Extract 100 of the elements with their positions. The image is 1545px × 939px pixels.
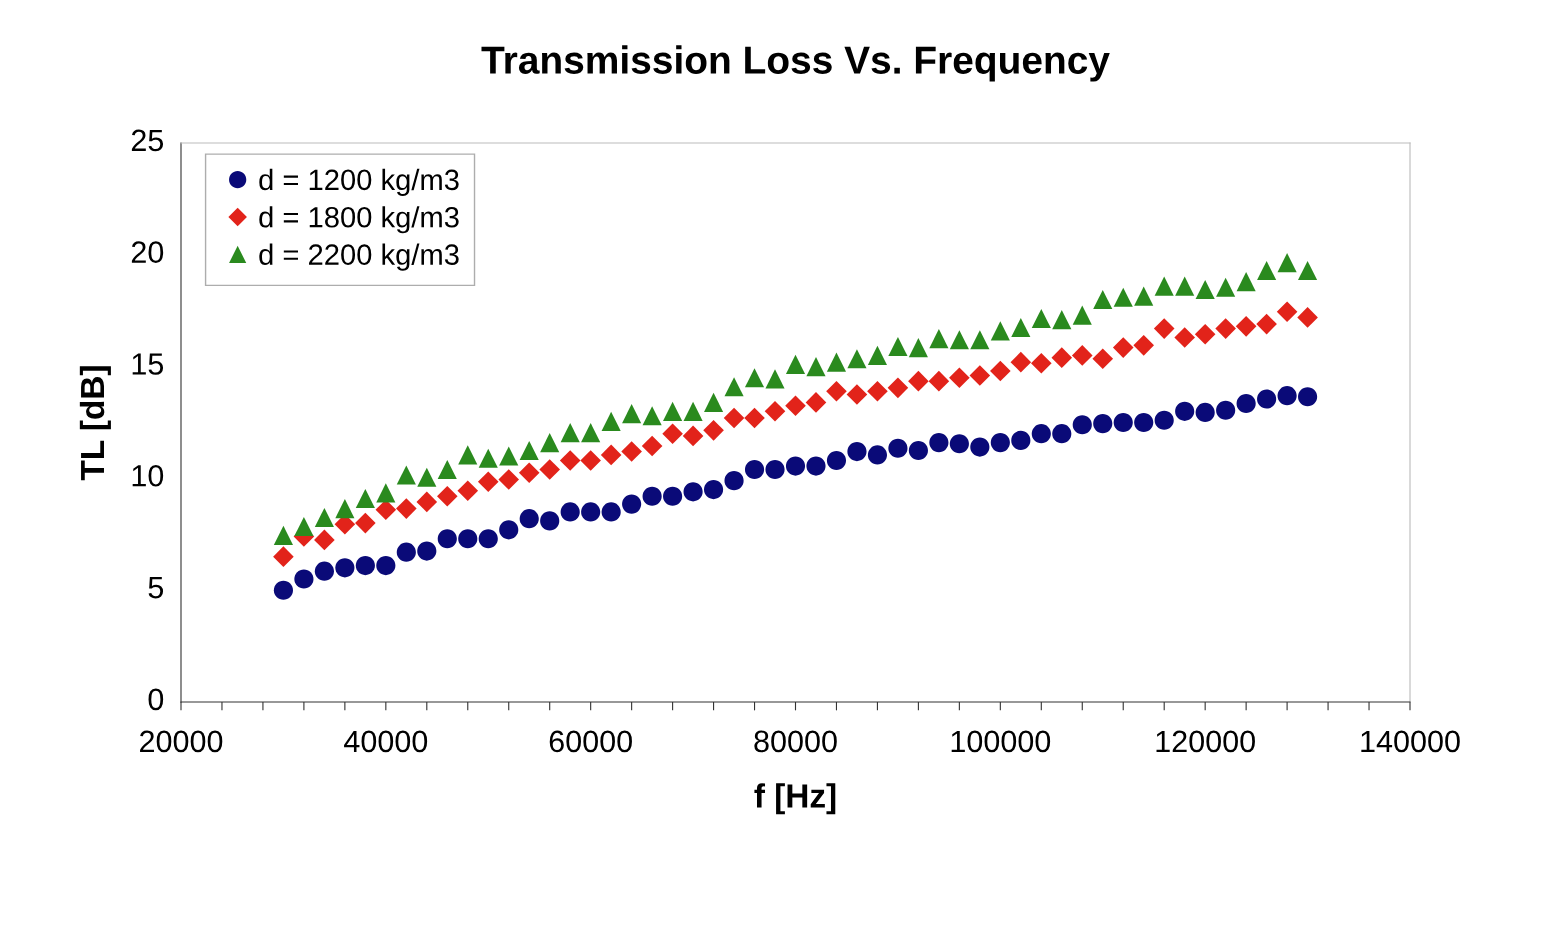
point xyxy=(1031,308,1051,329)
point xyxy=(1153,318,1175,339)
point xyxy=(540,433,560,453)
point xyxy=(703,480,724,500)
point xyxy=(294,516,314,537)
point xyxy=(1195,279,1215,300)
legend-label: d = 1800 kg/m3 xyxy=(259,206,459,234)
point xyxy=(1133,335,1155,356)
point xyxy=(744,459,765,480)
point xyxy=(785,456,806,476)
point xyxy=(622,403,642,424)
point xyxy=(887,377,909,399)
point xyxy=(1235,316,1257,337)
y-tick-label: 5 xyxy=(148,577,164,599)
point xyxy=(805,392,827,413)
point xyxy=(724,377,744,397)
point xyxy=(314,529,335,551)
point xyxy=(1093,414,1113,434)
point xyxy=(867,445,888,465)
point xyxy=(1113,412,1133,433)
point xyxy=(581,422,601,443)
point xyxy=(437,529,457,549)
point xyxy=(1154,276,1174,296)
point xyxy=(1298,260,1318,281)
point xyxy=(1236,393,1256,414)
point xyxy=(477,471,499,493)
point xyxy=(314,561,334,581)
point xyxy=(846,384,868,405)
point xyxy=(1174,327,1195,348)
point xyxy=(642,486,662,506)
x-tick-label: 120000 xyxy=(1156,730,1255,753)
point xyxy=(1072,305,1092,325)
point xyxy=(847,442,867,462)
x-tick-label: 80000 xyxy=(754,730,837,753)
point xyxy=(601,502,621,522)
point xyxy=(1011,430,1031,450)
point xyxy=(662,423,683,444)
point xyxy=(478,529,498,549)
point xyxy=(519,440,539,461)
point xyxy=(478,448,498,468)
point xyxy=(724,471,744,491)
point xyxy=(1277,386,1297,406)
point xyxy=(641,435,663,457)
point xyxy=(396,542,416,562)
point xyxy=(1276,301,1298,323)
point xyxy=(1297,307,1318,328)
point xyxy=(928,370,950,392)
y-axis-title: TL [dB] xyxy=(79,366,111,481)
y-tick-label: 10 xyxy=(132,464,164,487)
point xyxy=(457,480,479,501)
point xyxy=(990,321,1010,341)
legend-label: d = 1200 kg/m3 xyxy=(259,168,459,196)
point xyxy=(559,450,581,471)
point xyxy=(1257,389,1277,409)
point xyxy=(806,357,826,377)
point xyxy=(785,354,806,374)
point xyxy=(970,330,990,350)
point xyxy=(376,483,396,503)
point xyxy=(601,411,621,431)
point xyxy=(682,425,704,447)
point xyxy=(949,434,969,454)
point xyxy=(642,406,662,426)
point xyxy=(1112,337,1134,358)
point xyxy=(355,556,375,576)
chart-title: Transmission Loss Vs. Frequency xyxy=(481,45,1110,82)
point xyxy=(1175,401,1195,421)
point xyxy=(314,507,334,528)
point xyxy=(908,338,928,358)
point xyxy=(1093,289,1113,310)
point xyxy=(764,401,786,422)
point xyxy=(990,433,1010,453)
point xyxy=(499,446,519,466)
point xyxy=(1071,345,1093,366)
point xyxy=(273,525,293,545)
point xyxy=(1134,412,1154,433)
point xyxy=(744,368,765,388)
point xyxy=(1092,348,1114,370)
point xyxy=(1052,424,1072,444)
point xyxy=(1031,352,1052,374)
point xyxy=(416,491,438,513)
point xyxy=(744,407,765,429)
point xyxy=(663,401,683,421)
point xyxy=(826,450,847,471)
point xyxy=(458,445,478,465)
point xyxy=(622,494,642,514)
point xyxy=(703,420,724,441)
point xyxy=(355,488,375,509)
point xyxy=(847,349,867,369)
point xyxy=(498,469,520,490)
point xyxy=(600,444,622,466)
legend-label: d = 2200 kg/m3 xyxy=(259,243,459,271)
point xyxy=(969,365,991,386)
point xyxy=(1216,277,1236,297)
point xyxy=(888,336,908,357)
point xyxy=(519,509,539,529)
point xyxy=(437,459,457,480)
point xyxy=(580,450,601,471)
point xyxy=(785,395,806,417)
x-tick-label: 60000 xyxy=(549,730,632,753)
point xyxy=(949,367,970,389)
